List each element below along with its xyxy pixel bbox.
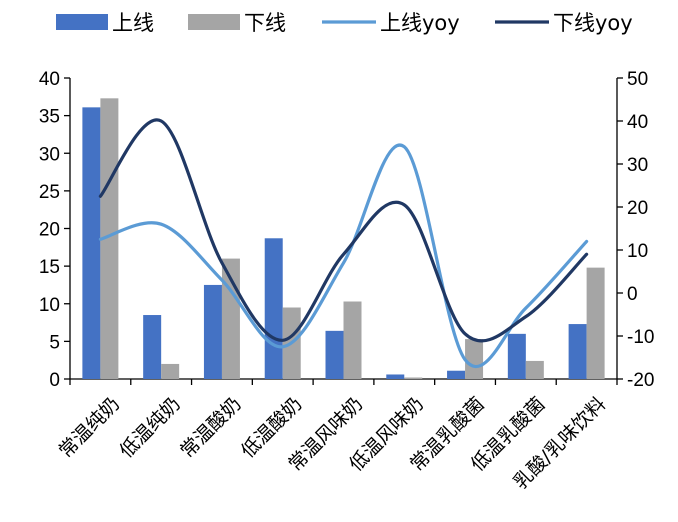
- bar-online: [386, 374, 405, 379]
- left-tick-label: 10: [39, 295, 60, 316]
- left-tick-label: 20: [39, 220, 60, 241]
- left-tick-label: 25: [39, 182, 60, 203]
- line-offline-yoy: [98, 118, 589, 343]
- bar-online: [325, 330, 344, 379]
- left-tick-label: 0: [49, 370, 60, 391]
- right-tick-label: 0: [627, 284, 638, 305]
- bar-offline: [404, 377, 423, 379]
- category-label: 常温纯奶: [55, 393, 124, 462]
- right-tick-label: 20: [627, 198, 648, 219]
- left-tick-label: 35: [39, 107, 60, 128]
- bar-online: [447, 370, 466, 379]
- legend-label: 下线yoy: [553, 11, 633, 35]
- bar-online: [82, 107, 101, 379]
- right-tick-label: -10: [627, 327, 654, 348]
- left-tick-label: 40: [39, 69, 60, 90]
- left-tick-label: 30: [39, 144, 60, 165]
- category-label: 常温酸奶: [176, 393, 245, 462]
- bar-online: [203, 284, 222, 379]
- bar-offline: [586, 267, 605, 379]
- left-tick-label: 15: [39, 257, 60, 278]
- legend-label: 上线yoy: [380, 11, 460, 35]
- line-online-yoy: [98, 143, 589, 369]
- bar-offline: [465, 339, 484, 379]
- right-tick-label: 40: [627, 112, 648, 133]
- category-label: 低温纯奶: [115, 393, 184, 462]
- bar-online: [143, 315, 162, 379]
- legend: 上线 下线 上线yoy 下线yoy: [56, 11, 633, 35]
- legend-swatch: [188, 14, 240, 30]
- bar-offline: [525, 360, 544, 379]
- bars: [82, 98, 605, 379]
- bar-offline: [161, 363, 180, 379]
- category-labels: 常温纯奶低温纯奶常温酸奶低温酸奶常温风味奶低温风味奶常温乳酸菌低温乳酸菌乳酸/乳…: [55, 393, 611, 494]
- bar-offline: [343, 301, 362, 379]
- right-tick-label: 30: [627, 155, 648, 176]
- left-tick-label: 5: [49, 332, 60, 353]
- lines: [98, 118, 589, 369]
- legend-label: 下线: [244, 11, 286, 35]
- bar-online: [568, 324, 587, 379]
- right-tick-label: -20: [627, 370, 654, 391]
- bar-offline: [100, 98, 119, 379]
- right-tick-label: 10: [627, 241, 648, 262]
- bar-online: [264, 238, 283, 379]
- legend-swatch: [56, 14, 108, 30]
- legend-label: 上线: [112, 11, 154, 35]
- bar-online: [507, 333, 526, 379]
- right-tick-label: 50: [627, 69, 648, 90]
